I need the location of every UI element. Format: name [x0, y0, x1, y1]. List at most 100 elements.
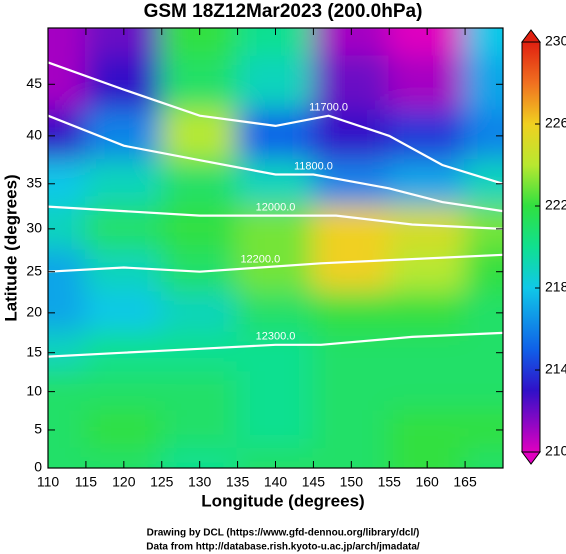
field-cell [312, 249, 391, 294]
x-axis-label: Longitude (degrees) [201, 491, 364, 510]
chart-title: GSM 18Z12Mar2023 (200.0hPa) [144, 1, 423, 22]
x-tick-label: 155 [378, 474, 402, 490]
field-cell [388, 291, 467, 334]
x-tick-label: 110 [37, 474, 60, 490]
field-cell [236, 55, 315, 112]
x-tick-label: 145 [302, 474, 326, 490]
field-cell [312, 447, 391, 468]
contour-line [48, 61, 503, 185]
field-cell [464, 55, 503, 112]
field-cell [388, 409, 467, 450]
field-cell [236, 109, 315, 162]
y-tick-label: 35 [26, 174, 42, 190]
field-cell [236, 331, 315, 374]
footer: Data from http://database.rish.kyoto-u.a… [146, 542, 420, 553]
field-cell [312, 331, 391, 374]
y-tick-label: 10 [26, 382, 42, 398]
field-cell [464, 447, 503, 468]
field-cell [84, 291, 163, 334]
field-cell [84, 159, 163, 208]
contour-line [48, 331, 503, 358]
field-cell [84, 55, 163, 112]
colorbar-tick-label: 226 [545, 115, 566, 131]
y-tick-label: 5 [34, 421, 42, 437]
colorbar-tick-label: 222 [545, 197, 566, 213]
colorbar-tick-label: 214 [545, 361, 566, 377]
colorbar-arrow [521, 29, 541, 43]
field-cell [160, 55, 239, 112]
x-tick-label: 140 [264, 474, 288, 490]
field-cell [312, 55, 391, 112]
contours: 11700.0 11800.0 12000.0 12200.0 12300.0 [48, 61, 503, 358]
field-cell [48, 447, 87, 468]
x-tick-label: 135 [226, 474, 250, 490]
y-axis-label: Latitude (degrees) [1, 174, 20, 321]
colorbar: 210 214 218 222 226 230 [521, 29, 566, 465]
contour-line [48, 205, 503, 230]
footer: Drawing by DCL (https://www.gfd-dennou.o… [147, 528, 420, 539]
y-tick-label: 0 [34, 459, 42, 475]
x-tick-label: 115 [75, 474, 98, 490]
x-tick-label: 165 [453, 474, 477, 490]
colorbar-arrow [521, 451, 541, 465]
y-tick-label: 30 [26, 220, 42, 236]
field-cell [388, 159, 467, 208]
field-cell [464, 28, 503, 58]
x-tick-label: 160 [415, 474, 439, 490]
field-cell [236, 409, 315, 450]
x-tick-label: 125 [150, 474, 174, 490]
contour-label: 12200.0 [240, 253, 280, 265]
field-cell [312, 371, 391, 412]
field-cell [236, 447, 315, 468]
colorbar-tick-label: 210 [545, 443, 566, 459]
x-tick-label: 150 [340, 474, 364, 490]
field-cell [84, 409, 163, 450]
field-cell [48, 28, 87, 58]
x-tick-label: 130 [188, 474, 212, 490]
field-cell [312, 205, 391, 252]
field-cell [388, 109, 467, 162]
field-cell [236, 159, 315, 208]
contour-line [48, 114, 503, 213]
contour-line [48, 253, 503, 273]
contour-label: 12000.0 [256, 202, 296, 214]
field-cell [84, 249, 163, 294]
x-tick-label: 120 [112, 474, 136, 490]
field-cell [312, 109, 391, 162]
field-cell [312, 159, 391, 208]
field-cell [388, 371, 467, 412]
axes: 110 115 120 125 130 135 140 145 150 155 160 165 0 5 10… [26, 28, 503, 490]
contour-label: 12300.0 [256, 331, 296, 343]
field-cell [312, 409, 391, 450]
field-cell [160, 159, 239, 208]
field-cell [160, 109, 239, 162]
field-cell [236, 291, 315, 334]
colorbar-tick-label: 230 [545, 33, 566, 49]
field-cell [236, 249, 315, 294]
field-cell [160, 205, 239, 252]
field-cell [160, 371, 239, 412]
field-cell [84, 371, 163, 412]
contour-label: 11700.0 [309, 102, 348, 114]
field-cell [388, 205, 467, 252]
y-tick-label: 25 [26, 262, 42, 278]
field-cell [388, 447, 467, 468]
field-cell [160, 447, 239, 468]
field-cell [160, 331, 239, 374]
y-tick-label: 15 [26, 343, 42, 359]
colorbar-scale [521, 41, 541, 453]
field-cell [236, 205, 315, 252]
y-tick-label: 45 [26, 75, 42, 91]
field-cell [84, 447, 163, 468]
field-cell [388, 55, 467, 112]
field-cell [236, 371, 315, 412]
field [48, 28, 503, 468]
field-cell [312, 291, 391, 334]
colorbar-tick-label: 218 [545, 279, 566, 295]
contour-label: 11800.0 [294, 160, 333, 172]
field-cell [160, 291, 239, 334]
field-cell [160, 409, 239, 450]
y-tick-label: 20 [26, 304, 42, 320]
y-tick-label: 40 [26, 127, 42, 143]
